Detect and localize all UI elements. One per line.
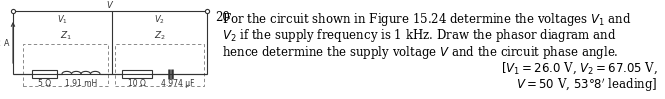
Text: $V = 50$ V, $53°8'$ leading]: $V = 50$ V, $53°8'$ leading]	[517, 77, 658, 95]
Text: $i$=2 A: $i$=2 A	[0, 37, 11, 48]
Text: hence determine the supply voltage $V$ and the circuit phase angle.: hence determine the supply voltage $V$ a…	[222, 44, 618, 61]
Text: 1.91 mH: 1.91 mH	[65, 79, 97, 89]
Text: $Z_2$: $Z_2$	[154, 30, 166, 42]
Text: 20: 20	[215, 11, 230, 24]
Text: 5 Ω: 5 Ω	[38, 79, 51, 89]
Text: $V_1$: $V_1$	[57, 14, 68, 26]
Text: 4.974 μF: 4.974 μF	[161, 79, 195, 89]
Text: For the circuit shown in Figure 15.24 determine the voltages $V_1$ and: For the circuit shown in Figure 15.24 de…	[222, 11, 632, 28]
Bar	[32, 70, 57, 78]
Text: $V_2$ if the supply frequency is 1 kHz. Draw the phasor diagram and: $V_2$ if the supply frequency is 1 kHz. …	[222, 28, 616, 44]
Text: $V_2$: $V_2$	[154, 14, 165, 26]
Bar	[122, 70, 152, 78]
Text: $V$: $V$	[106, 0, 114, 10]
Bar	[23, 44, 108, 86]
Text: $Z_1$: $Z_1$	[60, 30, 71, 42]
Text: $[V_1 = 26.0$ V, $V_2 = 67.05$ V,: $[V_1 = 26.0$ V, $V_2 = 67.05$ V,	[501, 60, 658, 76]
Text: 10 Ω: 10 Ω	[128, 79, 146, 89]
Bar	[115, 44, 204, 86]
